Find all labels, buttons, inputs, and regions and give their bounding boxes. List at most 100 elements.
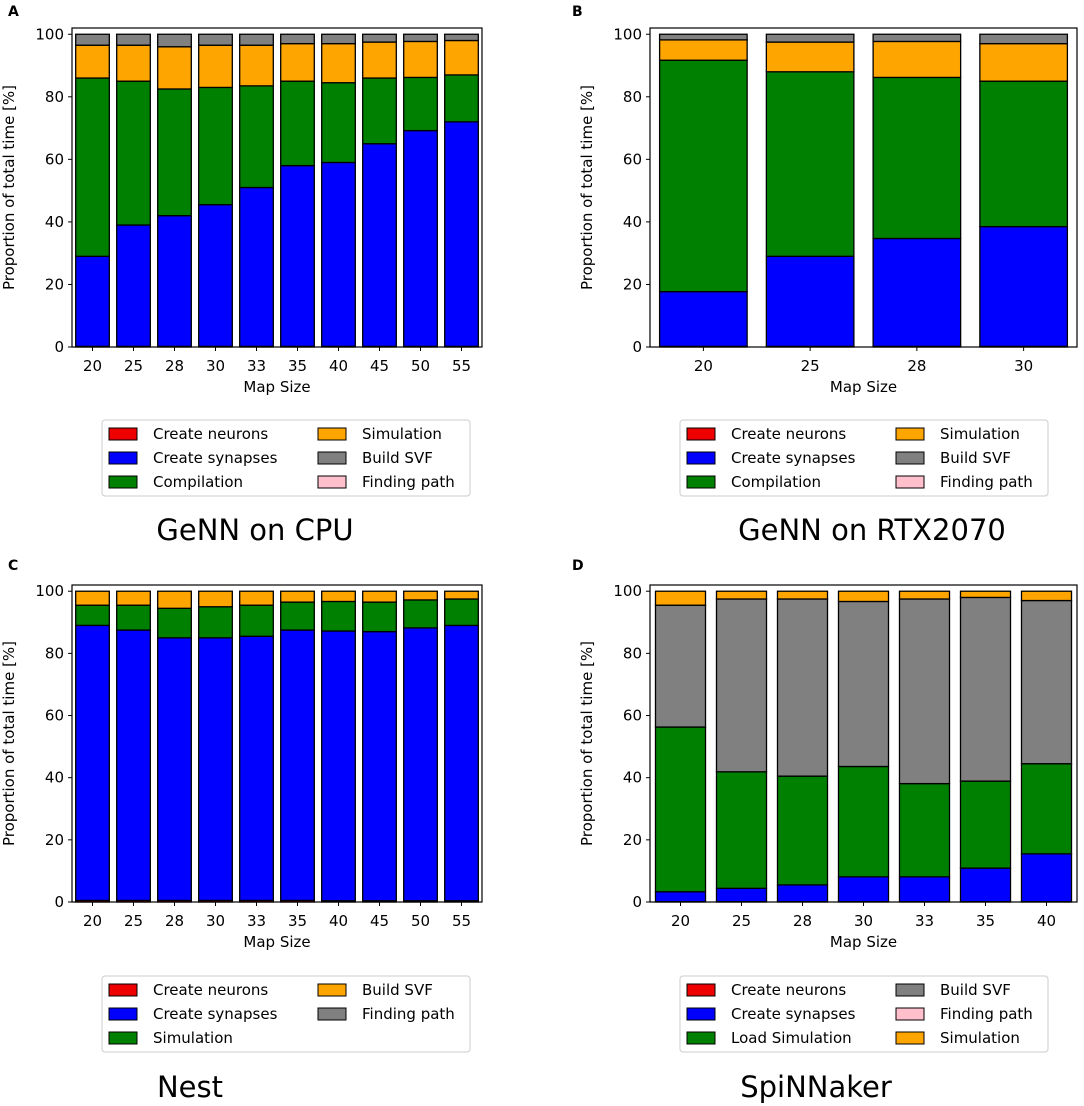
legend-swatch — [108, 475, 138, 489]
bar-segment-simulation — [75, 604, 110, 627]
panel-caption: SpiNNaker — [740, 1070, 892, 1104]
bar-segment-build-svf — [239, 590, 274, 606]
bar-segment-simulation — [776, 590, 829, 600]
bar-segment-build-svf — [765, 33, 855, 43]
legend-label: Simulation — [153, 1029, 233, 1047]
bar-segment-build-svf — [898, 598, 951, 785]
legend-swatch — [108, 983, 138, 997]
legend-swatch — [895, 427, 925, 441]
legend-label: Create neurons — [731, 425, 846, 443]
x-axis-label: Map Size — [243, 933, 310, 951]
bar-segment-create-synapses — [403, 129, 438, 348]
panel-letter: A — [8, 4, 19, 20]
bar-segment-load-simulation — [776, 775, 829, 886]
bar-segment-create-synapses — [444, 121, 479, 348]
bar-segment-create-synapses — [765, 255, 855, 348]
bar-segment-simulation — [198, 606, 233, 639]
bar-segment-load-simulation — [715, 771, 768, 889]
legend-label: Compilation — [731, 473, 821, 491]
legend-label: Finding path — [940, 1005, 1033, 1023]
bar-segment-simulation — [658, 39, 748, 61]
legend-label: Create neurons — [153, 981, 268, 999]
bar-segment-compilation — [198, 86, 233, 206]
y-tick-label: 80 — [623, 644, 642, 662]
bar-segment-build-svf — [654, 604, 707, 728]
bar-segment-build-svf — [198, 33, 233, 46]
panel-caption: GeNN on CPU — [156, 513, 353, 547]
bar-segment-create-synapses — [1020, 853, 1073, 903]
y-axis-label: Proportion of total time [%] — [0, 641, 18, 846]
x-tick-label: 40 — [1037, 912, 1056, 930]
x-tick-label: 30 — [1014, 357, 1033, 375]
bar-segment-simulation — [280, 601, 315, 631]
legend-swatch — [895, 983, 925, 997]
legend-swatch — [686, 475, 716, 489]
bar-segment-build-svf — [280, 590, 315, 603]
bar-segment-create-synapses — [75, 624, 110, 902]
bar-segment-create-synapses — [321, 630, 356, 902]
bar-segment-build-svf — [280, 33, 315, 45]
bar-segment-simulation — [321, 42, 356, 84]
bar-segment-create-synapses — [362, 630, 397, 902]
bar-segment-build-svf — [75, 590, 110, 606]
bar-segment-compilation — [239, 85, 274, 189]
bar-segment-simulation — [321, 600, 356, 632]
bar-segment-compilation — [321, 82, 356, 164]
legend-swatch — [317, 475, 347, 489]
legend-label: Finding path — [362, 1005, 455, 1023]
y-tick-label: 100 — [613, 582, 642, 600]
bar-segment-build-svf — [979, 33, 1069, 45]
legend-swatch — [686, 427, 716, 441]
bar-segment-create-synapses — [898, 876, 951, 903]
bar-segment-build-svf — [321, 33, 356, 45]
x-tick-label: 55 — [452, 357, 471, 375]
bar-segment-load-simulation — [654, 726, 707, 893]
legend-label: Create synapses — [153, 449, 278, 467]
bar-segment-create-synapses — [658, 290, 748, 348]
x-tick-label: 30 — [206, 357, 225, 375]
legend-label: Simulation — [940, 1029, 1020, 1047]
bar-segment-build-svf — [75, 33, 110, 46]
bar-segment-create-synapses — [280, 629, 315, 902]
x-tick-label: 45 — [370, 912, 389, 930]
legend-label: Finding path — [940, 473, 1033, 491]
bar-segment-create-synapses — [959, 867, 1012, 903]
bar-segment-simulation — [362, 41, 397, 79]
x-tick-label: 25 — [732, 912, 751, 930]
x-tick-label: 20 — [83, 357, 102, 375]
bar-segment-create-synapses — [979, 225, 1069, 348]
x-tick-label: 55 — [452, 912, 471, 930]
legend-label: Compilation — [153, 473, 243, 491]
legend-label: Create synapses — [731, 449, 856, 467]
bar-segment-create-synapses — [837, 876, 890, 903]
x-tick-label: 33 — [915, 912, 934, 930]
y-tick-label: 80 — [45, 644, 64, 662]
bar-segment-simulation — [239, 44, 274, 87]
bar-segment-load-simulation — [837, 765, 890, 878]
bar-segment-build-svf — [776, 598, 829, 777]
y-tick-label: 40 — [45, 769, 64, 787]
bar-segment-build-svf — [1020, 599, 1073, 765]
bar-segment-compilation — [765, 71, 855, 257]
bar-segment-create-synapses — [239, 635, 274, 902]
bar-segment-build-svf — [157, 33, 192, 48]
legend-swatch — [895, 1031, 925, 1045]
legend-swatch — [108, 451, 138, 465]
x-tick-label: 45 — [370, 357, 389, 375]
chart-panel-c: C 20 25 28 30 33 35 40 45 50 55 0 20 40 60 80 100 Map Siz… — [0, 558, 483, 1104]
bar-segment-build-svf — [239, 33, 274, 46]
legend: Create neurons Create synapses Compilation… — [679, 419, 1049, 497]
x-tick-label: 30 — [206, 912, 225, 930]
legend-swatch — [686, 1007, 716, 1021]
bar-segment-create-synapses — [198, 637, 233, 902]
bar-segment-build-svf — [321, 590, 356, 603]
legend: Create neurons Create synapses Load Simula… — [679, 975, 1049, 1053]
bar-segment-create-synapses — [872, 237, 962, 348]
bar-segment-simulation — [75, 44, 110, 79]
y-tick-label: 20 — [623, 275, 642, 293]
y-tick-label: 40 — [623, 769, 642, 787]
legend-swatch — [108, 1031, 138, 1045]
bar-segment-compilation — [362, 77, 397, 145]
y-tick-label: 60 — [45, 150, 64, 168]
bar-segment-build-svf — [444, 33, 479, 42]
